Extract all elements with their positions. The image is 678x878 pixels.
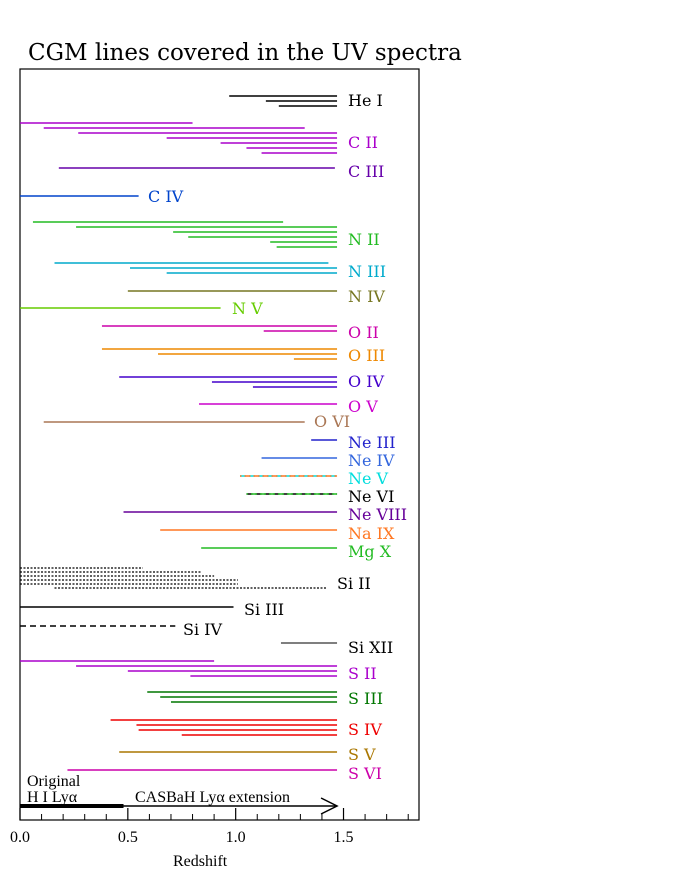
original-label-line1: Original <box>27 773 81 790</box>
ion-group-c-iv: C IV <box>20 187 184 206</box>
ion-group-si-ii: Si II <box>20 567 371 593</box>
x-tick-label: 1.5 <box>334 829 354 846</box>
x-axis: 0.0 0.5 1.0 1.5 <box>10 808 409 846</box>
ion-group-o-v: O V <box>199 397 378 416</box>
ion-label-c-ii: C II <box>348 133 378 152</box>
ion-group-o-vi: O VI <box>43 412 350 431</box>
ion-group-ne-v: Ne V <box>239 469 389 488</box>
ion-label-n-ii: N II <box>348 230 380 249</box>
ion-group-na-ix: Na IX <box>160 524 395 543</box>
ion-group-s-vi: S VI <box>67 764 382 783</box>
ion-group-o-iii: O III <box>101 346 385 365</box>
ion-label-si-iii: Si III <box>244 600 284 619</box>
ion-group-n-iii: N III <box>54 262 386 281</box>
ion-group-o-ii: O II <box>101 323 379 342</box>
x-axis-label: Redshift <box>173 853 228 870</box>
ion-group-si-iii: Si III <box>20 600 284 619</box>
ion-group-n-iv: N IV <box>127 287 385 306</box>
ion-label-s-iv: S IV <box>348 720 382 739</box>
ion-label-si-xii: Si XII <box>348 638 393 657</box>
ion-group-s-iii: S III <box>147 689 383 708</box>
ion-group-mg-x: Mg X <box>201 542 392 561</box>
ion-label-ne-iii: Ne III <box>348 433 396 452</box>
ion-label-s-ii: S II <box>348 664 377 683</box>
chart-title: CGM lines covered in the UV spectra <box>28 40 462 66</box>
ion-group-n-ii: N II <box>32 221 380 249</box>
ion-label-s-v: S V <box>348 745 376 764</box>
ion-label-s-iii: S III <box>348 689 383 708</box>
ion-label-he-i: He I <box>348 91 383 110</box>
extension-label: CASBaH Lyα extension <box>135 789 290 806</box>
extension-arrowhead <box>320 797 339 815</box>
ion-label-ne-v: Ne V <box>348 469 389 488</box>
ion-label-o-ii: O II <box>348 323 379 342</box>
lya-annotation: Original H I Lyα CASBaH Lyα extension <box>20 773 339 815</box>
plot-frame <box>19 68 420 821</box>
ion-label-c-iv: C IV <box>148 187 184 206</box>
ion-group-ne-viii: Ne VIII <box>123 505 407 524</box>
ion-label-n-iii: N III <box>348 262 386 281</box>
ion-group-ne-iii: Ne III <box>311 433 396 452</box>
ion-label-s-vi: S VI <box>348 764 382 783</box>
ion-group-he-i: He I <box>229 91 383 110</box>
ion-group-c-ii: C II <box>20 122 378 154</box>
ion-label-mg-x: Mg X <box>348 542 392 561</box>
ion-label-si-ii: Si II <box>337 574 371 593</box>
x-tick-label: 1.0 <box>226 829 246 846</box>
ion-group-ne-iv: Ne IV <box>261 451 395 470</box>
ion-label-ne-viii: Ne VIII <box>348 505 407 524</box>
ion-label-n-v: N V <box>232 299 263 318</box>
ion-label-n-iv: N IV <box>348 287 385 306</box>
ion-group-si-iv: Si IV <box>20 620 222 639</box>
ion-label-o-v: O V <box>348 397 378 416</box>
x-tick-label: 0.0 <box>10 829 30 846</box>
x-tick-label: 0.5 <box>118 829 138 846</box>
ion-label-ne-iv: Ne IV <box>348 451 395 470</box>
ion-label-c-iii: C III <box>348 162 384 181</box>
ion-label-si-iv: Si IV <box>183 620 222 639</box>
ion-group-s-v: S V <box>119 745 376 764</box>
ion-label-o-iv: O IV <box>348 372 385 391</box>
ion-group-ne-vi: Ne VI <box>246 487 394 506</box>
ion-group-n-v: N V <box>20 299 263 318</box>
ion-group-o-iv: O IV <box>119 372 385 391</box>
original-label-line2: H I Lyα <box>27 789 78 806</box>
ion-label-na-ix: Na IX <box>348 524 395 543</box>
ion-group-s-iv: S IV <box>110 719 382 739</box>
ion-label-ne-vi: Ne VI <box>348 487 394 506</box>
ion-group-s-ii: S II <box>20 660 377 683</box>
ion-label-o-iii: O III <box>348 346 385 365</box>
ion-group-c-iii: C III <box>58 162 384 181</box>
ion-label-o-vi: O VI <box>314 412 350 431</box>
ion-lines: He I C II C III C IV N II N III N IV N V O II O I… <box>20 91 407 783</box>
ion-group-si-xii: Si XII <box>280 638 393 657</box>
